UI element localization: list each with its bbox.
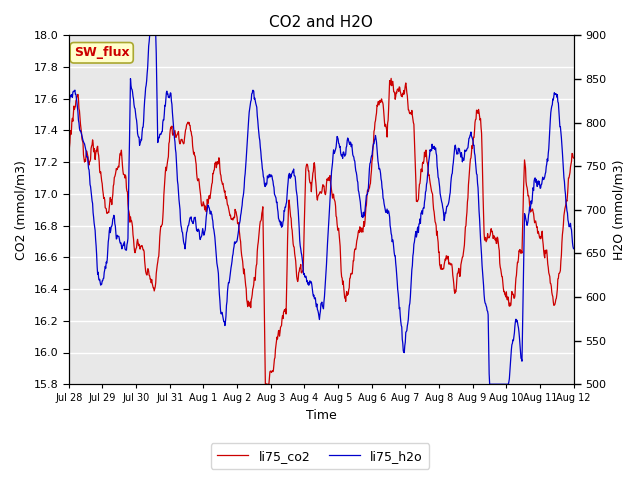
Line: li75_co2: li75_co2 — [69, 78, 573, 384]
Title: CO2 and H2O: CO2 and H2O — [269, 15, 373, 30]
Text: SW_flux: SW_flux — [74, 46, 129, 59]
X-axis label: Time: Time — [306, 409, 337, 422]
Legend: li75_co2, li75_h2o: li75_co2, li75_h2o — [211, 444, 429, 469]
Line: li75_h2o: li75_h2o — [69, 36, 573, 384]
Y-axis label: H2O (mmol/m3): H2O (mmol/m3) — [612, 159, 625, 260]
Y-axis label: CO2 (mmol/m3): CO2 (mmol/m3) — [15, 160, 28, 260]
